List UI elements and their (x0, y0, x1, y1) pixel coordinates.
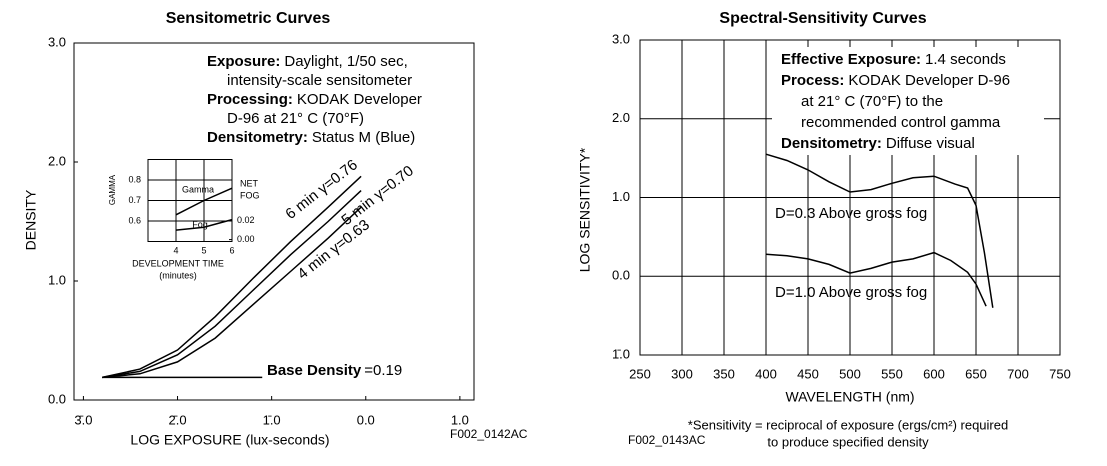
y-tick-label: 0.6 (128, 215, 141, 225)
plot-frame (639, 39, 1061, 356)
note-text: intensity-scale sensitometer (227, 72, 412, 89)
note-text: D-96 at 21° C (70°F) (227, 110, 364, 127)
plot-frame (73, 42, 475, 401)
x-tick-label: 5 (201, 245, 206, 255)
curve (765, 251, 987, 307)
note-line: intensity-scale sensitometer (227, 72, 412, 89)
note-text: Process: (781, 72, 844, 89)
x-tick-label: 400 (755, 366, 777, 381)
note-line: Densitometry: Diffuse visual (781, 135, 975, 152)
y-tick-label: 3.0 (612, 31, 630, 46)
curve-label: D=0.3 Above gross fog (775, 205, 927, 222)
note-text: Status M (Blue) (312, 129, 415, 146)
y2-tick-label: 0.02 (237, 215, 255, 225)
y-tick-label: 2.0 (48, 153, 66, 168)
chart-title: Sensitometric Curves (166, 10, 331, 27)
x-tick-label: 700 (1007, 366, 1029, 381)
chart: Spectral-Sensitivity Curves 1̄.0 0.0 1.0 2.0… (577, 10, 1071, 449)
note-line: Process: KODAK Developer D-96 (781, 72, 1010, 89)
chart: 0.6 0.7 0.8 0.00 0.02 4 5 6 Gamma Fog DEVELOPMENT … (108, 159, 260, 280)
x-tick-label: 500 (839, 366, 861, 381)
footnote: *Sensitivity = reciprocal of exposure (e… (688, 417, 1008, 432)
note-line: Exposure: Daylight, 1/50 sec, (207, 53, 408, 70)
y-tick-label: 1̄.0 (612, 346, 630, 361)
note-text: Diffuse visual (886, 135, 975, 152)
x-tick-label: 1̄.0 (263, 412, 281, 427)
note-text: KODAK Developer D-96 (848, 72, 1010, 89)
x-tick-label: 2̄.0 (168, 412, 186, 427)
note-text: Daylight, 1/50 sec, (284, 53, 407, 70)
y-tick-label: 3.0 (48, 34, 66, 49)
note-text: KODAK Developer (297, 91, 422, 108)
x-tick-label: 450 (797, 366, 819, 381)
x-tick-label: 300 (671, 366, 693, 381)
x-axis-label: DEVELOPMENT TIME (132, 258, 224, 268)
note-line: D-96 at 21° C (70°F) (227, 110, 364, 127)
note-text: Effective Exposure: (781, 51, 921, 68)
note-line: at 21° C (70°F) to the (801, 93, 943, 110)
note-text: Densitometry: (207, 129, 308, 146)
x-tick-label: 3̄.0 (74, 412, 92, 427)
curve (102, 175, 362, 379)
figure-code: F002_0143AC (628, 433, 706, 447)
curve (175, 187, 233, 216)
y-tick-label: 0.7 (128, 195, 141, 205)
x-axis-label: WAVELENGTH (nm) (785, 389, 914, 405)
x-tick-label: 4 (173, 245, 178, 255)
y2-axis-label: NET (240, 178, 259, 188)
x-axis-note: (minutes) (159, 270, 197, 280)
note-text: Densitometry: (781, 135, 882, 152)
curve-label: Fog (192, 219, 208, 229)
y-tick-label: 1.0 (612, 189, 630, 204)
base-density-value: =0.19 (364, 362, 402, 379)
x-axis-label: LOG EXPOSURE (lux-seconds) (130, 432, 329, 448)
curve (102, 190, 362, 379)
note-text: 1.4 seconds (925, 51, 1006, 68)
x-tick-label: 750 (1049, 366, 1071, 381)
note-line: Processing: KODAK Developer (207, 91, 422, 108)
y-axis-label: LOG SENSITIVITY* (577, 147, 593, 272)
x-tick-label: 600 (923, 366, 945, 381)
x-tick-label: 250 (629, 366, 651, 381)
y-tick-label: 1.0 (48, 272, 66, 287)
chart: Sensitometric Curves 0.0 1.0 2.0 3.0 3̄.0 2̄.0… (23, 10, 528, 447)
y2-axis-label: FOG (240, 190, 260, 200)
x-tick-label: 1.0 (451, 412, 469, 427)
x-tick-label: 0.0 (357, 412, 375, 427)
x-tick-label: 650 (965, 366, 987, 381)
curve (765, 153, 994, 308)
note-text: at 21° C (70°F) to the (801, 93, 943, 110)
curve (102, 206, 362, 379)
y2-tick-label: 0.00 (237, 234, 255, 244)
note-text: Exposure: (207, 53, 280, 70)
note-text: Processing: (207, 91, 293, 108)
figure-code: F002_0142AC (450, 427, 528, 441)
note-line: recommended control gamma (801, 114, 1001, 131)
x-tick-label: 350 (713, 366, 735, 381)
x-tick-label: 550 (881, 366, 903, 381)
footnote: to produce specified density (767, 434, 929, 449)
curve-label: Gamma (182, 184, 214, 194)
base-density-name: Base Density (267, 362, 362, 379)
curve (175, 218, 233, 231)
y-axis-label: DENSITY (23, 189, 39, 250)
x-tick-label: 6 (229, 245, 234, 255)
chart-title: Spectral-Sensitivity Curves (719, 10, 926, 27)
y-tick-label: 0.8 (128, 174, 141, 184)
note-text: recommended control gamma (801, 114, 1001, 131)
notes-background (772, 47, 1044, 155)
note-line: Densitometry: Status M (Blue) (207, 129, 415, 146)
plot-frame (147, 159, 233, 242)
note-line: Effective Exposure: 1.4 seconds (781, 51, 1006, 68)
curve-label: D=1.0 Above gross fog (775, 284, 927, 301)
y-axis-label: GAMMA (108, 174, 117, 205)
y-tick-label: 0.0 (48, 391, 66, 406)
y-tick-label: 0.0 (612, 268, 630, 283)
base-density-label: Base Density =0.19 (267, 362, 402, 379)
y-tick-label: 2.0 (612, 110, 630, 125)
